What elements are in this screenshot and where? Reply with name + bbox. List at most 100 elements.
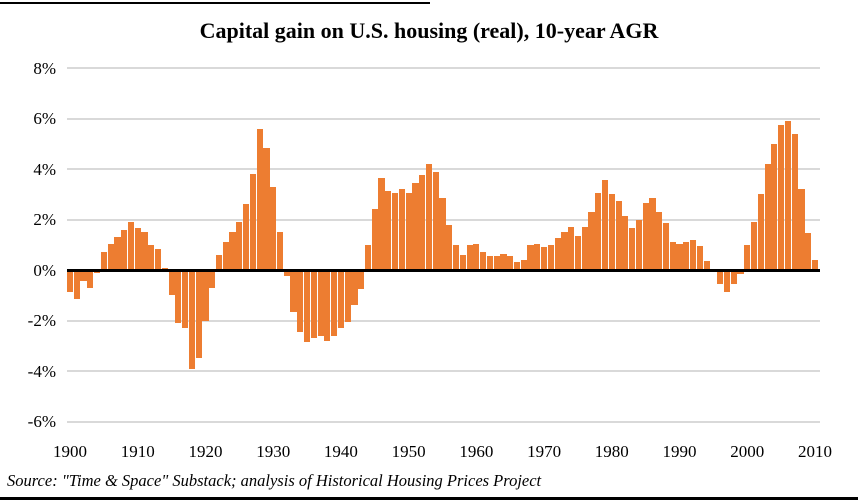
bar-1967 [520,259,527,270]
bar-1964 [500,253,507,270]
bar-2008 [798,189,805,270]
bar-1996 [717,270,724,284]
bar-1925 [236,222,243,270]
bar-1919 [195,270,202,359]
gridline--6 [67,420,820,423]
bar-2000 [744,244,751,271]
gridline-4 [67,168,820,170]
bar-1948 [392,193,399,270]
bar-1906 [107,243,114,270]
bar-1931 [276,232,284,270]
y-axis-label: 6% [33,109,56,128]
bar-1998 [730,270,737,284]
bar-1997 [723,270,731,292]
x-axis-label-1930: 1930 [256,442,291,461]
x-axis-label-1950: 1950 [391,442,426,461]
bar-1972 [554,238,561,270]
bar-1912 [148,244,155,271]
bar-1923 [222,242,229,270]
x-axis-label-1980: 1980 [594,442,629,461]
bar-1985 [642,203,649,270]
bar-1933 [290,270,297,312]
bar-1942 [351,270,358,306]
bar-1980 [608,194,615,271]
x-axis-label-1940: 1940 [323,442,358,461]
bar-1939 [331,270,338,336]
bar-1952 [419,175,426,270]
bar-1991 [683,242,690,270]
bar-1983 [629,228,636,270]
bar-1935 [303,270,311,342]
bar-2006 [784,121,792,270]
bar-1927 [249,174,256,270]
bar-1977 [588,211,595,270]
bar-1934 [297,270,304,332]
bar-1981 [615,200,622,270]
bar-1999 [737,270,744,274]
bar-1989 [669,242,676,270]
bar-1922 [215,254,223,270]
bar-1909 [127,222,135,270]
bar-1953 [425,163,433,270]
bar-1913 [154,248,162,270]
x-axis-label-2010: 2010 [798,442,832,461]
top-border-rule [0,2,430,4]
bar-1930 [270,186,277,270]
bar-1968 [527,244,534,271]
y-axis-label: 0% [33,260,56,280]
bar-1926 [243,204,250,270]
bar-1969 [534,243,541,270]
bar-1901 [73,270,80,299]
bar-1961 [480,252,487,270]
bar-1956 [446,224,453,271]
y-axis-label: -4% [27,361,56,381]
bar-1917 [182,270,189,329]
bar-1920 [202,270,209,321]
bar-2007 [791,133,798,270]
bar-1911 [141,232,148,270]
bar-2005 [778,124,785,270]
y-axis-label: 2% [33,210,56,229]
chart-title: Capital gain on U.S. housing (real), 10-… [199,18,659,43]
x-axis-label-1990: 1990 [662,442,697,461]
bar-1929 [263,147,270,270]
bar-2004 [771,143,778,271]
bar-1943 [358,270,365,289]
bar-1955 [439,198,446,270]
bar-1978 [595,193,602,270]
bar-1960 [473,243,480,270]
x-axis-label-2000: 2000 [730,442,765,461]
bar-1959 [466,244,473,271]
bar-1971 [547,244,554,271]
bar-1936 [310,270,317,339]
zero-axis-line [67,268,820,272]
bar-1973 [561,232,568,270]
bar-1907 [114,237,121,270]
y-axis-label: 4% [33,159,56,179]
bar-1908 [121,229,128,270]
y-axis-label: -6% [27,412,56,431]
bar-1986 [649,198,656,270]
bar-1915 [168,270,175,296]
x-axis-label-1960: 1960 [459,442,494,461]
bar-2001 [750,222,758,270]
bar-1905 [100,252,107,270]
bar-1975 [574,235,582,270]
bar-1979 [601,180,609,270]
bar-1965 [507,256,514,270]
bottom-border-rule [0,497,858,500]
bar-1976 [581,227,588,270]
bar-1903 [87,270,94,288]
y-axis-label: -2% [27,311,56,330]
gridline-6 [67,117,820,120]
x-axis-label-1920: 1920 [188,442,223,461]
bar-2009 [805,233,812,270]
bar-1940 [337,270,345,329]
bar-1963 [493,256,500,270]
bar-1945 [371,209,378,270]
bar-1938 [324,270,331,341]
bar-1910 [134,228,141,270]
x-axis-label-1900: 1900 [53,442,87,461]
bar-2010 [811,259,819,270]
